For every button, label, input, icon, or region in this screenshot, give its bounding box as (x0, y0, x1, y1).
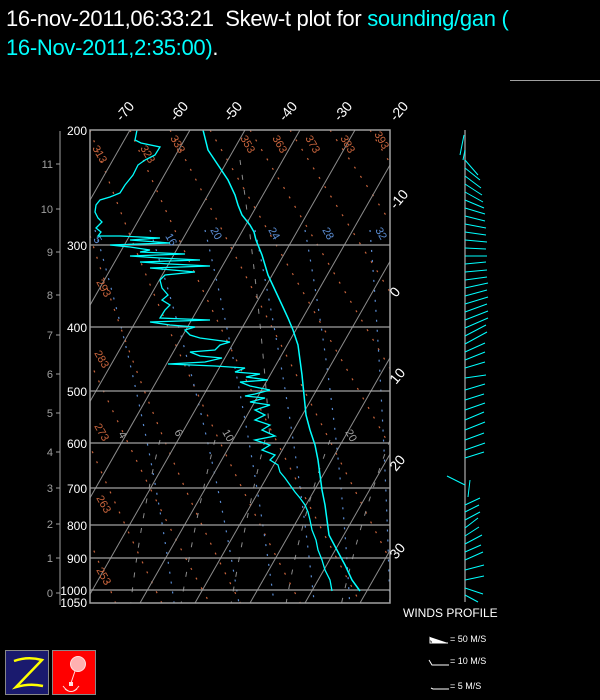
balloon-logo[interactable] (52, 650, 96, 695)
svg-text:400: 400 (67, 321, 87, 335)
svg-text:28: 28 (319, 226, 336, 243)
svg-text:5: 5 (90, 235, 103, 246)
svg-text:600: 600 (67, 437, 87, 451)
plot-frame (89, 129, 391, 604)
svg-text:1050: 1050 (60, 596, 87, 610)
svg-text:4: 4 (47, 447, 53, 459)
svg-text:6: 6 (171, 428, 184, 439)
svg-text:7: 7 (47, 330, 53, 342)
svg-text:-20: -20 (386, 98, 411, 124)
mixing-ratio-lines (94, 229, 390, 603)
half-barb-icon (430, 687, 449, 690)
z-logo[interactable] (5, 650, 49, 695)
svg-text:900: 900 (67, 552, 87, 566)
wind-profile (446, 130, 489, 603)
svg-text:353: 353 (237, 134, 257, 156)
sounding-balloon-icon (62, 656, 86, 692)
svg-text:20: 20 (342, 428, 359, 445)
pressure-tick-labels: 200 300 400 500 600 700 800 900 1000 1050 (60, 124, 87, 610)
svg-text:300: 300 (67, 239, 87, 253)
moist-adiabats (130, 159, 390, 603)
height-axis (56, 131, 61, 605)
svg-text:8: 8 (47, 290, 53, 302)
svg-text:2: 2 (47, 519, 53, 531)
svg-text:-30: -30 (330, 98, 355, 124)
svg-text:24: 24 (265, 226, 282, 243)
full-barb-icon (428, 659, 449, 666)
svg-text:323: 323 (137, 144, 157, 166)
isobars (90, 244, 390, 591)
svg-text:333: 333 (167, 134, 187, 156)
title-source: sounding/gan ( (367, 6, 509, 31)
legend-item-10ms: = 10 M/S (428, 656, 486, 667)
title-timestamp: 16-nov-2011,06:33:21 (6, 6, 214, 31)
svg-text:0: 0 (386, 284, 403, 300)
svg-text:11: 11 (42, 159, 53, 171)
svg-text:293: 293 (93, 278, 113, 300)
temperature-profile (202, 130, 361, 592)
wind-barbs (446, 134, 489, 603)
legend-title: WINDS PROFILE (403, 606, 498, 620)
dry-adiabat-labels: 313 323 333 353 363 373 383 393 293 283 … (89, 130, 391, 587)
legend-item-50ms: = 50 M/S (428, 634, 486, 645)
title-suffix: . (212, 35, 219, 60)
svg-text:0: 0 (47, 588, 53, 600)
svg-text:5: 5 (47, 408, 53, 420)
svg-text:-50: -50 (220, 98, 245, 124)
mixing-ratio-labels: 5 16 20 24 28 32 (90, 226, 389, 249)
svg-text:393: 393 (371, 130, 391, 152)
top-temperature-labels: -70 -60 -50 -40 -30 -20 (112, 98, 411, 124)
svg-text:200: 200 (67, 124, 87, 138)
svg-text:383: 383 (337, 134, 357, 156)
z-letter-icon (11, 657, 45, 690)
svg-text:1000: 1000 (60, 584, 87, 598)
svg-text:32: 32 (372, 226, 389, 243)
svg-text:6: 6 (47, 369, 53, 381)
title-obs-time: 16-Nov-2011,2:35:00) (6, 35, 213, 60)
svg-text:1: 1 (47, 553, 53, 565)
dewpoint-profile (94, 130, 333, 592)
svg-text:500: 500 (67, 385, 87, 399)
svg-text:700: 700 (67, 482, 87, 496)
divider-line (510, 80, 600, 81)
svg-text:16: 16 (162, 232, 179, 249)
svg-text:283: 283 (91, 349, 111, 371)
svg-text:263: 263 (93, 494, 113, 516)
chart-title: 16-nov-2011,06:33:21 Skew-t plot for sou… (6, 4, 509, 62)
svg-text:-40: -40 (275, 98, 300, 124)
svg-text:373: 373 (302, 134, 322, 156)
svg-text:363: 363 (269, 134, 289, 156)
svg-text:3: 3 (47, 483, 53, 495)
pennant-barb-icon (429, 635, 448, 644)
svg-text:10: 10 (41, 204, 53, 216)
svg-text:-70: -70 (112, 98, 137, 124)
title-prefix: Skew-t plot for (225, 6, 362, 31)
legend-item-5ms: = 5 M/S (428, 681, 481, 692)
svg-text:9: 9 (47, 247, 53, 259)
moist-labels: 4 6 10 20 (115, 428, 359, 445)
svg-text:313: 313 (89, 144, 109, 166)
svg-text:800: 800 (67, 519, 87, 533)
svg-text:4: 4 (115, 430, 128, 441)
dry-adiabats (90, 130, 390, 603)
svg-text:273: 273 (91, 422, 111, 444)
svg-text:10: 10 (219, 428, 236, 445)
svg-text:-60: -60 (166, 98, 191, 124)
svg-text:20: 20 (207, 226, 224, 243)
